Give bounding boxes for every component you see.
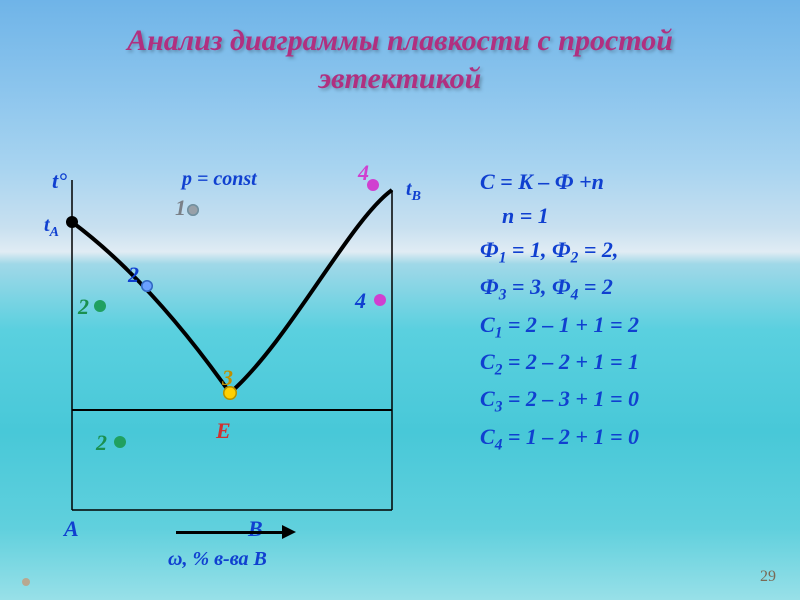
eq-c2: C2 = 2 – 2 + 1 = 1 <box>480 345 639 382</box>
equations-block: C = K – Ф +n n = 1Ф1 = 1, Ф2 = 2,Ф3 = 3,… <box>480 165 639 457</box>
phase-diagram-svg <box>0 0 800 600</box>
lbl-1: 1 <box>175 195 186 221</box>
lbl-t-deg: t° <box>52 168 67 194</box>
lbl-omega: ω, % в-ва B <box>168 548 267 571</box>
eq-phi34: Ф3 = 3, Ф4 = 2 <box>480 270 639 307</box>
lbl-3: 3 <box>222 365 233 391</box>
pt-tA <box>66 216 78 228</box>
lbl-4mid: 4 <box>355 288 366 314</box>
slide-background: Анализ диаграммы плавкости с простой эвт… <box>0 0 800 600</box>
pt-4m <box>374 294 386 306</box>
corner-dot-icon <box>22 578 30 586</box>
lbl-2b: 2 <box>128 262 139 288</box>
arrow-head-icon <box>282 525 296 539</box>
eq-c4: C4 = 1 – 2 + 1 = 0 <box>480 420 639 457</box>
lbl-tB: tB <box>406 178 421 205</box>
pt-2g <box>94 300 106 312</box>
lbl-E: E <box>216 418 231 444</box>
eq-c3: C3 = 2 – 3 + 1 = 0 <box>480 382 639 419</box>
arrow-shaft <box>176 531 282 534</box>
slide-number: 29 <box>760 568 776 586</box>
eq-c1: C1 = 2 – 1 + 1 = 2 <box>480 308 639 345</box>
lbl-pconst: p = const <box>182 168 257 191</box>
lbl-4top: 4 <box>358 160 369 186</box>
lbl-A: A <box>64 516 79 542</box>
eq-phi12: Ф1 = 1, Ф2 = 2, <box>480 233 639 270</box>
lbl-tA: tA <box>44 214 59 241</box>
eq-ckf: C = K – Ф +n <box>480 165 639 199</box>
lbl-2g2: 2 <box>96 430 107 456</box>
pt-2b <box>141 280 153 292</box>
eq-n1: n = 1 <box>480 199 639 233</box>
liquidus-right <box>230 190 392 393</box>
pt-2g2 <box>114 436 126 448</box>
lbl-B: B <box>248 516 263 542</box>
pt-1 <box>187 204 199 216</box>
lbl-2g: 2 <box>78 294 89 320</box>
